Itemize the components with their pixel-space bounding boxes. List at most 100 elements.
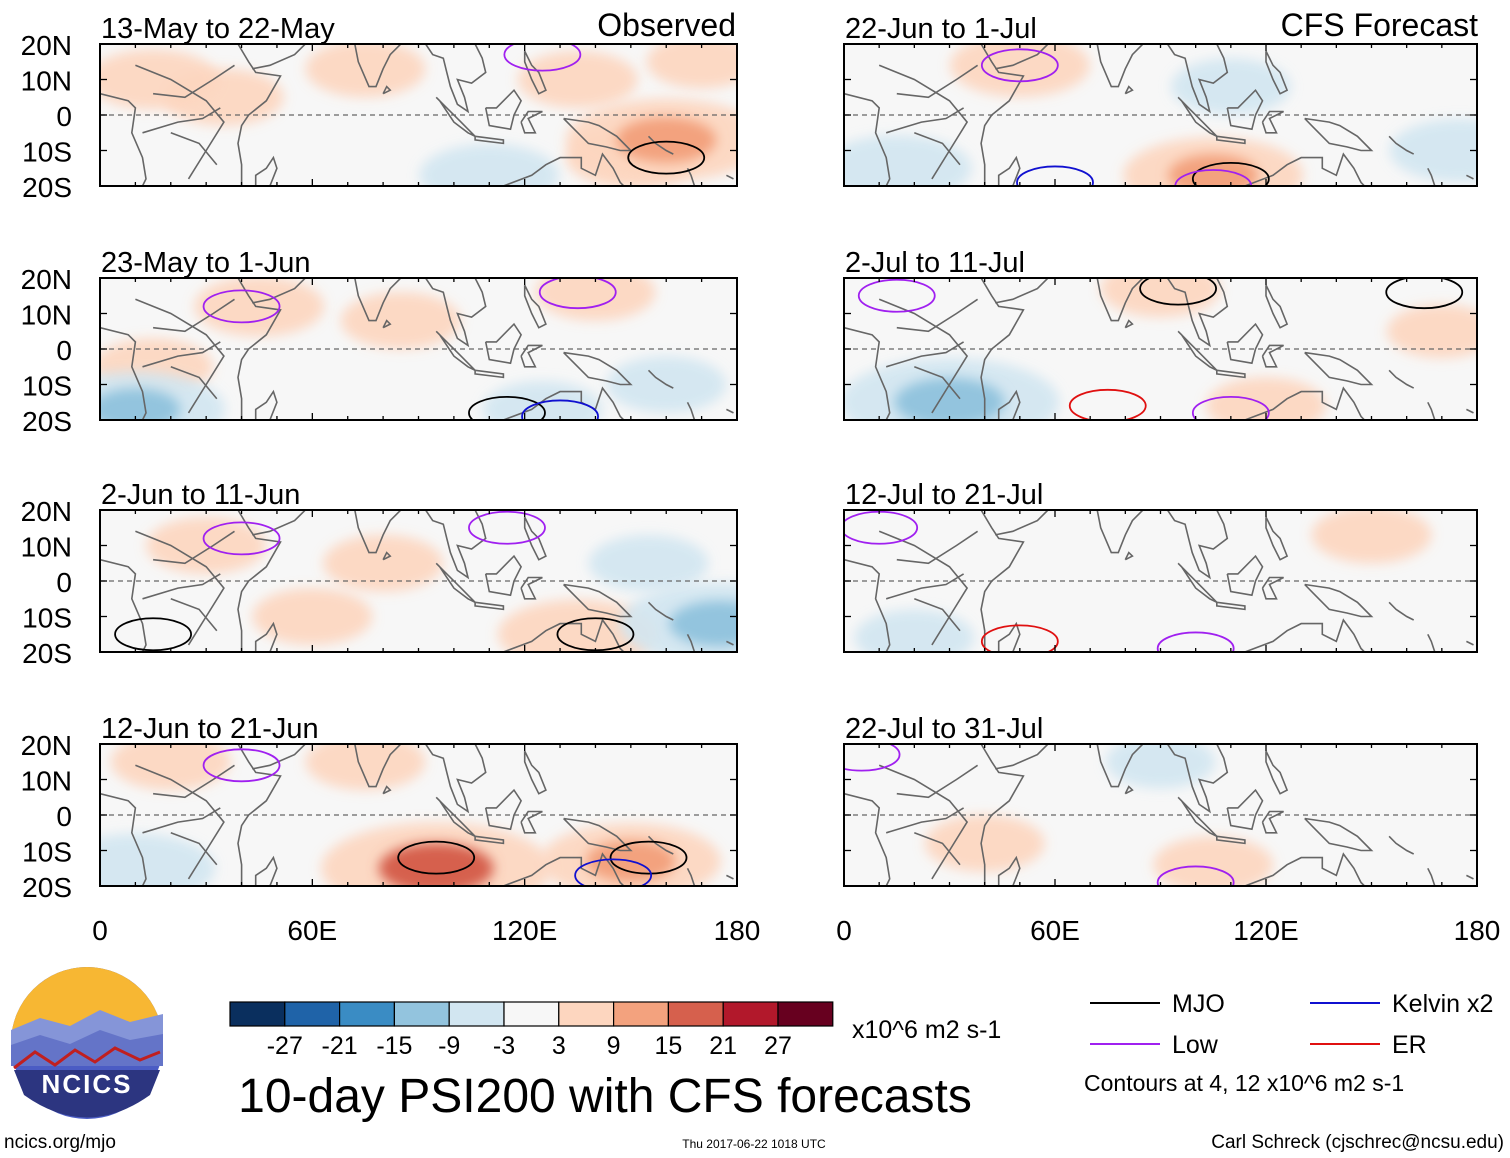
coastline [170, 832, 218, 866]
coastline [885, 341, 965, 368]
coastline [523, 516, 547, 561]
coastline [474, 835, 505, 845]
colorbar-label: 3 [552, 1032, 566, 1060]
contour-mjo [1139, 278, 1217, 306]
anomaly-blob [110, 744, 231, 791]
lat-tick-label: 10S [22, 137, 72, 168]
legend-label: ER [1392, 1031, 1427, 1059]
coastline [484, 88, 523, 131]
coastline [340, 278, 402, 322]
colorbar-swatch [284, 1001, 341, 1027]
coastline [885, 807, 965, 834]
coastline [523, 50, 547, 95]
contour-low [468, 510, 546, 545]
lat-tick-label: 20N [21, 264, 72, 295]
coastline [100, 792, 147, 886]
coastline [914, 132, 961, 166]
coastline [523, 750, 547, 795]
coastline [1388, 369, 1415, 389]
coastline [1261, 110, 1284, 134]
coastline [237, 510, 282, 652]
coastline [563, 117, 633, 152]
coastline [424, 278, 487, 348]
coastline [170, 366, 218, 400]
contour-low [503, 44, 582, 72]
coastline [647, 135, 674, 155]
coastline [1223, 44, 1228, 45]
coastline [914, 832, 961, 866]
panel-title: 12-Jun to 21-Jun [101, 713, 319, 745]
coastline [435, 796, 476, 838]
anomaly-blob [305, 744, 426, 791]
lat-tick-label: 20S [22, 406, 72, 437]
panel: 12-Jul to 21-Jul [843, 479, 1478, 653]
coastline [997, 155, 1021, 186]
panel-title: 12-Jul to 21-Jul [845, 479, 1043, 511]
colorbar-swatch [667, 1001, 724, 1027]
coastline [252, 510, 306, 536]
anomaly-core [378, 842, 494, 886]
contour-low [844, 744, 901, 772]
coastline [1177, 96, 1218, 138]
coastline [1166, 510, 1229, 580]
contour-mjo [397, 840, 476, 875]
lat-tick-label: 20S [22, 872, 72, 903]
coastline [1388, 135, 1415, 155]
contour-low [538, 278, 617, 310]
coastline [980, 510, 1025, 652]
colorbar-unit: x10^6 m2 s-1 [852, 1016, 1001, 1044]
coastline [170, 132, 218, 166]
lat-tick-label: 10S [22, 371, 72, 402]
coastline [252, 278, 306, 304]
lat-tick-label: 0 [56, 801, 72, 832]
contour-low [1174, 169, 1253, 186]
coastline [896, 530, 979, 565]
panel: 22-Jun to 1-Jul [843, 13, 1478, 187]
coastline [885, 107, 965, 134]
coastline [1216, 369, 1246, 379]
coastline [142, 341, 221, 368]
anomaly-blob [340, 292, 461, 349]
coastline [237, 744, 282, 886]
coastline [1216, 135, 1246, 145]
anomaly-blob [588, 534, 709, 592]
coastline [520, 810, 543, 834]
coastline [100, 92, 147, 186]
coastline [647, 369, 674, 389]
colorbar-swatch [558, 1001, 615, 1027]
coastline [474, 601, 505, 611]
coastline [484, 554, 523, 597]
coastline [153, 64, 235, 99]
contour-mjo [468, 396, 546, 420]
contour-legend: MJO Kelvin x2 Low ER [1090, 990, 1493, 1059]
coastline [424, 744, 487, 814]
coastline [1466, 874, 1474, 880]
anomaly-blob [1206, 377, 1326, 420]
coastline [435, 96, 476, 138]
anomaly-blob [517, 51, 638, 108]
coastline [995, 278, 1049, 304]
anomaly-core [894, 377, 1005, 420]
coastline [914, 366, 961, 400]
coastline [340, 44, 402, 88]
anomaly-blob [497, 599, 658, 652]
coastline [1177, 796, 1218, 838]
coastline [424, 510, 487, 580]
colorbar-label: -27 [267, 1032, 303, 1060]
colorbar-label: 27 [764, 1032, 792, 1060]
anomaly-blob [100, 833, 216, 886]
coastline [980, 278, 1025, 420]
coastline [1083, 510, 1144, 554]
contour-mjo [1385, 278, 1464, 310]
coastline [382, 85, 392, 95]
observed-label: Observed [597, 7, 736, 43]
ncics-logo: NCICS [11, 967, 163, 1119]
anomaly-blob [323, 534, 444, 592]
lat-tick-label: 20N [21, 730, 72, 761]
coastline [503, 852, 625, 886]
coastline [995, 44, 1049, 70]
anomaly-blob [100, 49, 219, 110]
colorbar-swatch [393, 1001, 450, 1027]
lat-tick-label: 10N [21, 766, 72, 797]
